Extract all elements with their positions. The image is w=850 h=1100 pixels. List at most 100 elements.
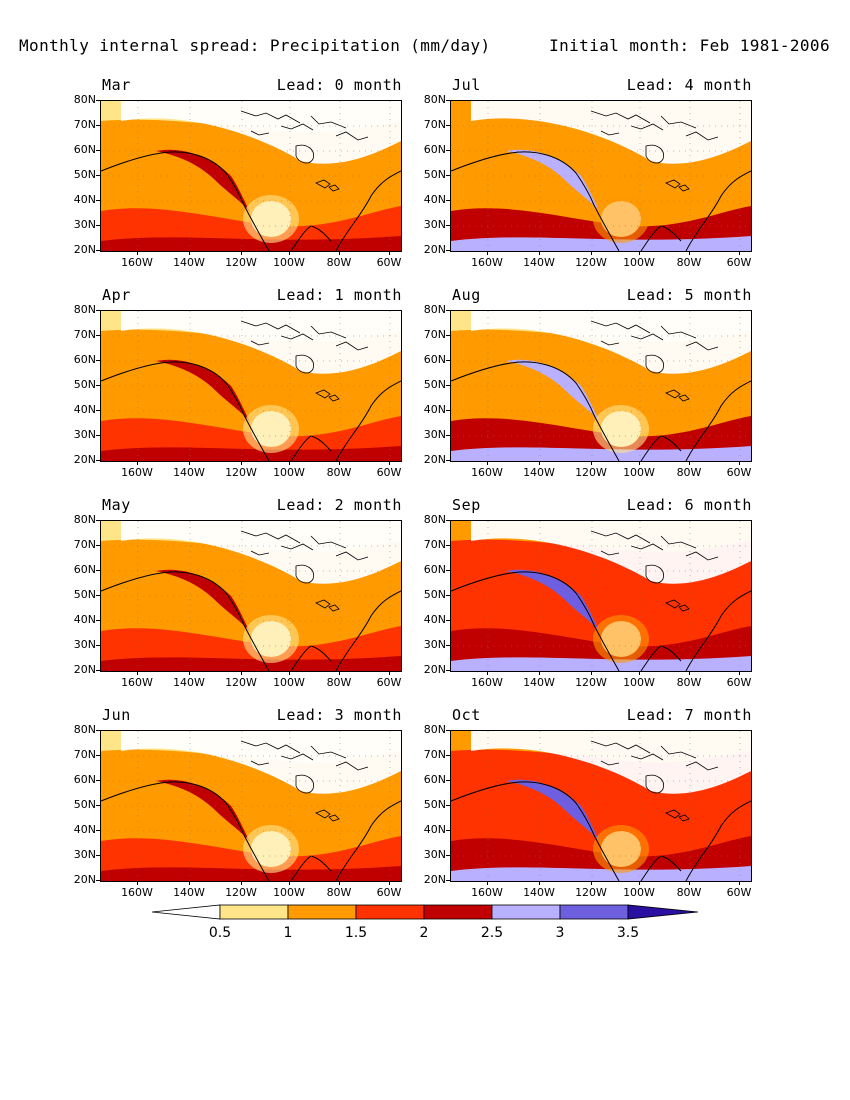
- lat-tick-label: 30N: [73, 428, 96, 441]
- lon-tick: [241, 461, 242, 465]
- lon-tick: [539, 881, 540, 885]
- lat-tick: [446, 545, 450, 546]
- lat-tick: [96, 435, 100, 436]
- lon-tick: [739, 461, 740, 465]
- lat-tick: [96, 520, 100, 521]
- panel-lead-label: Lead: 5 month: [626, 286, 752, 304]
- lon-tick: [389, 881, 390, 885]
- lat-tick: [96, 755, 100, 756]
- map-panel-jul: Jul Lead: 4 month 80N 70N 60N 50N 40N 30N 20N 160…: [424, 76, 752, 282]
- lat-tick: [446, 620, 450, 621]
- lat-tick-label: 60N: [73, 773, 96, 786]
- lat-tick-label: 20N: [73, 453, 96, 466]
- lat-tick-label: 60N: [423, 353, 446, 366]
- lat-tick: [446, 200, 450, 201]
- lon-tick-label: 160W: [471, 256, 503, 269]
- lon-tick-label: 160W: [121, 676, 153, 689]
- panel-lead-label: Lead: 0 month: [276, 76, 402, 94]
- lon-tick: [539, 671, 540, 675]
- lat-tick-label: 70N: [73, 118, 96, 131]
- lon-tick-label: 80W: [676, 466, 702, 479]
- lat-tick-label: 50N: [73, 588, 96, 601]
- lon-tick: [389, 671, 390, 675]
- lon-tick: [639, 251, 640, 255]
- lat-tick-label: 50N: [73, 168, 96, 181]
- lat-tick: [96, 855, 100, 856]
- panel-month-label: Mar: [102, 76, 131, 94]
- lon-tick-label: 60W: [726, 886, 752, 899]
- precip-spread-map: [450, 310, 752, 462]
- lon-tick: [539, 251, 540, 255]
- lat-tick-label: 50N: [423, 378, 446, 391]
- lat-tick: [446, 460, 450, 461]
- lat-tick-label: 80N: [423, 723, 446, 736]
- lat-tick: [96, 645, 100, 646]
- lat-tick-label: 60N: [423, 563, 446, 576]
- lon-tick-label: 140W: [523, 676, 555, 689]
- lon-tick: [539, 461, 540, 465]
- lat-tick-label: 70N: [73, 748, 96, 761]
- lat-tick: [446, 880, 450, 881]
- lat-tick: [96, 545, 100, 546]
- lat-tick: [446, 175, 450, 176]
- lon-tick: [189, 881, 190, 885]
- lon-tick: [189, 251, 190, 255]
- lat-tick-label: 20N: [423, 663, 446, 676]
- lat-tick-label: 70N: [423, 748, 446, 761]
- lon-tick-label: 60W: [376, 466, 402, 479]
- lon-tick-label: 100W: [273, 466, 305, 479]
- lon-tick: [241, 671, 242, 675]
- colorbar-label: 1.5: [344, 925, 368, 941]
- lon-tick: [339, 671, 340, 675]
- lat-tick-label: 40N: [423, 613, 446, 626]
- lon-tick-label: 160W: [471, 886, 503, 899]
- lat-tick: [96, 805, 100, 806]
- lat-tick: [446, 410, 450, 411]
- lat-tick-label: 80N: [73, 93, 96, 106]
- lon-tick-label: 100W: [623, 466, 655, 479]
- lat-tick-label: 60N: [73, 353, 96, 366]
- lat-tick: [96, 225, 100, 226]
- lat-tick: [446, 595, 450, 596]
- precip-spread-map: [450, 100, 752, 252]
- lat-tick-label: 40N: [73, 403, 96, 416]
- lat-tick-label: 40N: [73, 823, 96, 836]
- lat-tick: [446, 335, 450, 336]
- precip-spread-map: [100, 520, 402, 672]
- panel-month-label: Jul: [452, 76, 481, 94]
- lat-tick: [446, 385, 450, 386]
- lat-tick-label: 30N: [73, 218, 96, 231]
- lat-tick: [446, 830, 450, 831]
- lat-tick: [446, 360, 450, 361]
- lat-tick-label: 80N: [423, 93, 446, 106]
- lon-tick-label: 80W: [326, 676, 352, 689]
- lon-tick-label: 140W: [523, 466, 555, 479]
- lon-tick: [739, 251, 740, 255]
- lon-tick-label: 80W: [676, 886, 702, 899]
- lon-tick: [137, 671, 138, 675]
- lat-tick: [96, 175, 100, 176]
- lon-tick: [289, 461, 290, 465]
- panel-lead-label: Lead: 3 month: [276, 706, 402, 724]
- lat-tick: [446, 435, 450, 436]
- lon-tick: [389, 461, 390, 465]
- lat-tick: [446, 730, 450, 731]
- lon-tick: [389, 251, 390, 255]
- lon-tick: [487, 671, 488, 675]
- map-field-svg: [101, 311, 401, 461]
- lat-tick: [446, 150, 450, 151]
- lon-tick: [339, 461, 340, 465]
- map-field-svg: [451, 731, 751, 881]
- lat-tick: [96, 360, 100, 361]
- lon-tick-label: 140W: [173, 256, 205, 269]
- colorbar-label: 1: [283, 925, 293, 941]
- map-panel-jun: Jun Lead: 3 month 80N 70N 60N 50N 40N 30N 20N 160…: [74, 706, 402, 912]
- colorbar-swatches: [151, 904, 699, 920]
- panel-lead-label: Lead: 7 month: [626, 706, 752, 724]
- lat-tick: [96, 200, 100, 201]
- precip-spread-map: [100, 100, 402, 252]
- map-field-svg: [451, 311, 751, 461]
- lat-tick-label: 50N: [423, 798, 446, 811]
- lon-tick-label: 100W: [273, 256, 305, 269]
- lat-tick: [96, 250, 100, 251]
